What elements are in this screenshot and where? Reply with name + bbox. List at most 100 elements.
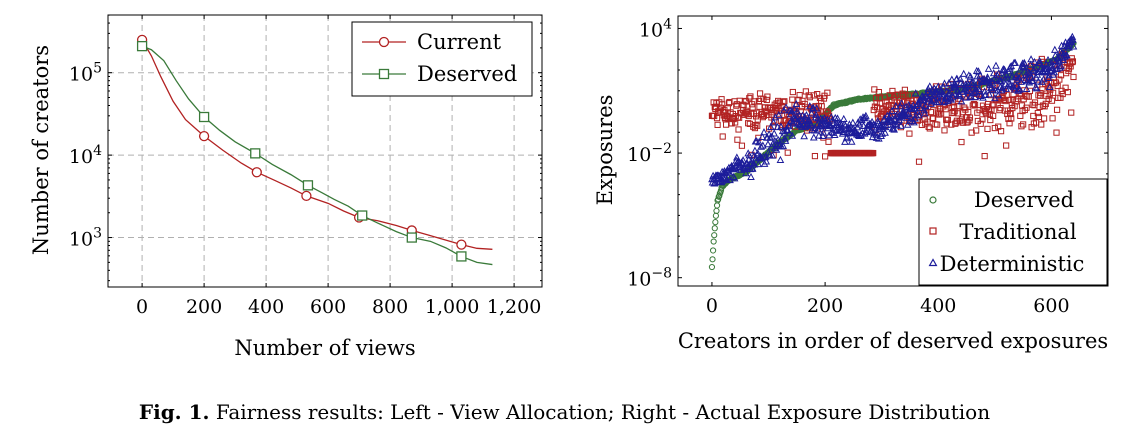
point-deterministic <box>985 90 994 98</box>
point-traditional <box>751 98 758 105</box>
point-traditional <box>763 96 770 104</box>
point-deterministic <box>1015 85 1024 93</box>
y-tick-label: 105 <box>69 61 102 86</box>
data-point-deserved <box>136 40 148 52</box>
point-traditional <box>1045 95 1052 103</box>
point-traditional <box>822 153 829 160</box>
data-point-deserved <box>456 251 467 262</box>
point-deterministic <box>769 118 778 126</box>
point-deterministic <box>805 102 814 110</box>
point-deterministic <box>742 169 750 177</box>
point-deterministic <box>1056 47 1065 55</box>
point-traditional <box>776 99 783 106</box>
point-traditional <box>943 120 950 127</box>
point-deserved <box>713 202 721 209</box>
point-deterministic <box>788 131 797 139</box>
right-plot-frame <box>677 15 1109 287</box>
point-traditional <box>925 123 932 130</box>
point-traditional <box>796 92 803 99</box>
point-deterministic <box>766 133 775 141</box>
point-deserved <box>712 219 719 226</box>
point-deterministic <box>862 111 870 119</box>
point-deterministic <box>1027 55 1035 63</box>
x-tick-label: 600 <box>310 296 346 318</box>
point-traditional <box>743 109 751 116</box>
point-deterministic <box>819 128 828 136</box>
point-deterministic <box>1059 55 1068 64</box>
legend-current-label: Current <box>417 30 502 54</box>
x-tick-label: 0 <box>136 296 148 318</box>
point-traditional <box>1056 76 1063 83</box>
point-deterministic <box>967 92 975 100</box>
point-deterministic <box>862 127 871 136</box>
point-deterministic <box>992 61 1000 69</box>
point-deterministic <box>730 165 738 173</box>
point-deterministic <box>939 83 948 91</box>
point-deterministic <box>1068 32 1077 40</box>
point-deterministic <box>830 130 839 139</box>
point-deterministic <box>925 82 934 90</box>
legend-deterministic-label: Deterministic <box>940 252 1085 276</box>
point-traditional <box>768 111 776 118</box>
point-deterministic <box>981 90 990 99</box>
point-traditional <box>1050 89 1057 96</box>
point-deterministic <box>919 93 928 101</box>
point-deterministic <box>1011 58 1020 66</box>
point-deterministic <box>897 99 906 107</box>
point-deterministic <box>1005 79 1013 87</box>
point-deterministic <box>1031 63 1039 72</box>
point-traditional <box>1020 121 1027 128</box>
point-deterministic <box>890 125 898 133</box>
point-deterministic <box>790 114 798 122</box>
point-deterministic <box>1010 85 1019 93</box>
point-deserved <box>712 212 720 219</box>
point-traditional <box>937 110 945 117</box>
point-deterministic <box>934 97 943 105</box>
point-deterministic <box>975 86 984 94</box>
point-deterministic <box>989 69 998 77</box>
point-traditional <box>1038 121 1045 128</box>
point-deterministic <box>847 137 856 145</box>
point-deterministic <box>792 112 801 120</box>
point-deterministic <box>819 131 827 139</box>
point-deterministic <box>820 114 829 122</box>
point-traditional <box>991 124 998 132</box>
point-traditional <box>954 110 962 117</box>
point-traditional <box>926 125 933 132</box>
y-tick-label: 10−2 <box>627 141 672 166</box>
point-deterministic <box>1069 35 1077 43</box>
series-line-deserved <box>141 45 493 266</box>
data-point-current <box>251 167 262 178</box>
point-traditional <box>942 106 949 113</box>
point-traditional <box>789 88 796 96</box>
point-traditional <box>953 119 960 126</box>
point-traditional <box>1034 109 1041 117</box>
point-deterministic <box>997 86 1006 94</box>
point-deterministic <box>716 172 725 180</box>
data-point-deserved <box>198 111 210 123</box>
x-tick-label: 400 <box>920 295 956 317</box>
left-x-axis-label: Number of views <box>234 336 415 360</box>
point-traditional <box>1069 58 1076 66</box>
point-deterministic <box>988 79 997 87</box>
point-deterministic <box>974 67 983 75</box>
point-deterministic <box>915 111 923 119</box>
point-deterministic <box>1030 57 1039 66</box>
point-deterministic <box>789 119 798 127</box>
point-deserved <box>709 256 716 263</box>
views-distribution-chart: 0 200 400 600 800 1,000 1,200 103 104 105 Number … <box>29 14 543 360</box>
point-traditional <box>889 87 896 95</box>
point-deterministic <box>1043 64 1051 72</box>
point-deterministic <box>1050 45 1059 53</box>
point-deterministic <box>807 109 816 117</box>
point-deserved <box>715 196 722 203</box>
point-deterministic <box>754 160 763 168</box>
point-deterministic <box>904 108 913 116</box>
point-deterministic <box>855 120 864 128</box>
point-deterministic <box>748 164 757 172</box>
point-traditional <box>1022 92 1029 99</box>
point-deterministic <box>807 120 815 129</box>
point-deterministic <box>916 103 924 111</box>
point-deterministic <box>953 74 961 82</box>
